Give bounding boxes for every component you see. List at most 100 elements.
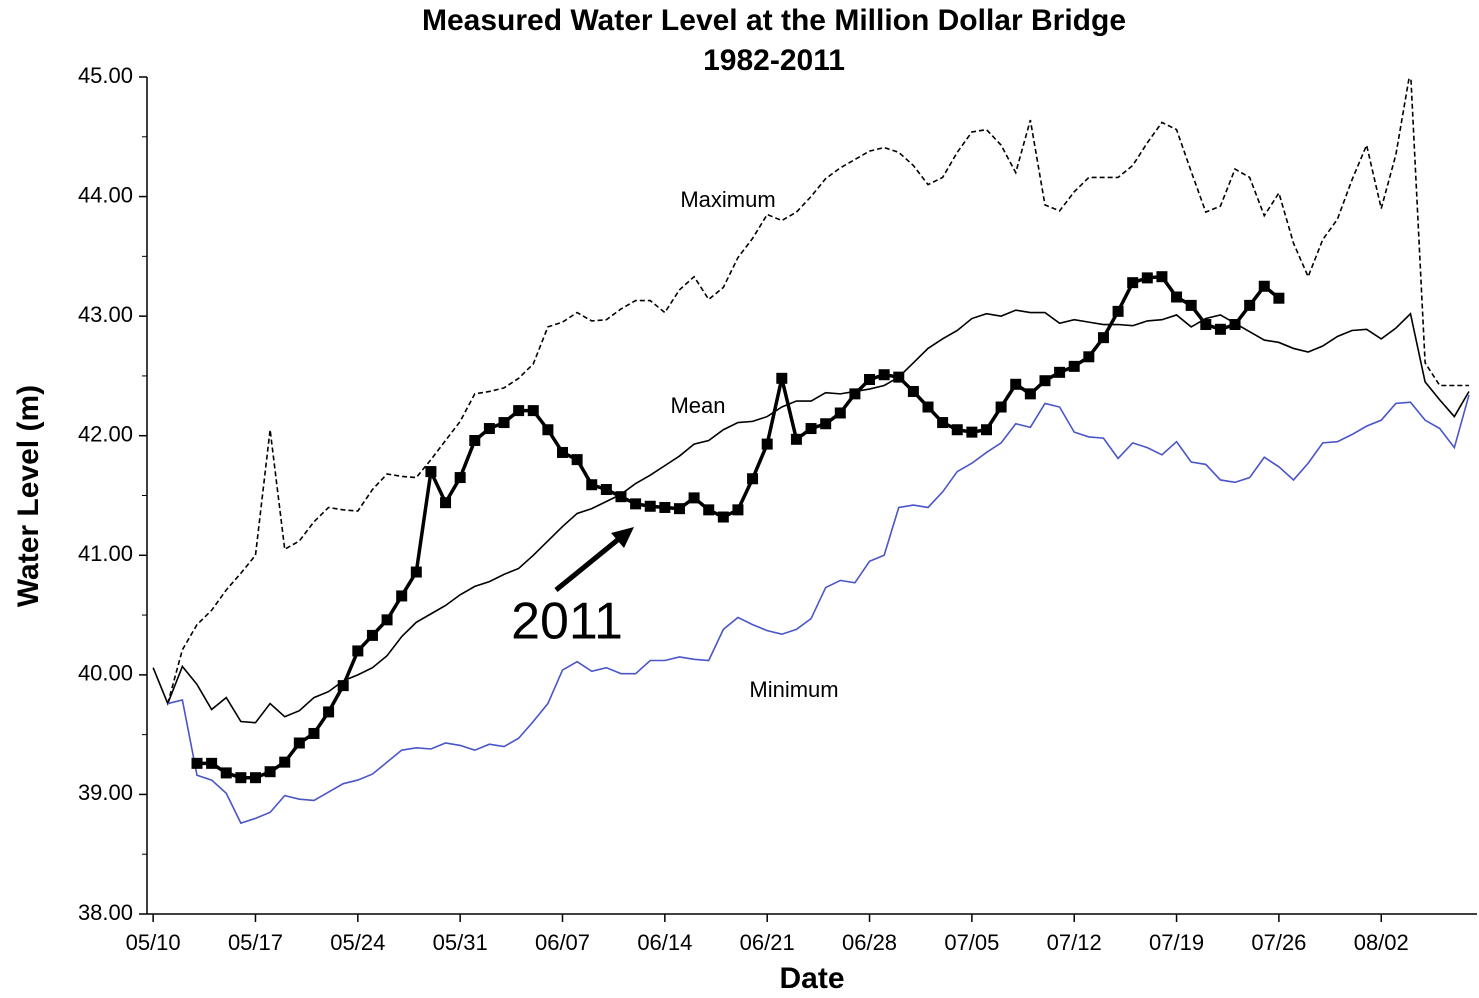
marker — [1214, 323, 1226, 335]
marker — [220, 767, 232, 779]
x-tick-label: 05/24 — [330, 930, 385, 955]
annotation: Maximum — [680, 187, 775, 212]
marker — [1273, 292, 1285, 304]
marker — [410, 566, 422, 578]
marker — [849, 388, 861, 400]
x-tick-label: 06/28 — [842, 930, 897, 955]
y-tick-label: 45.00 — [78, 63, 133, 88]
marker — [951, 424, 963, 436]
marker — [571, 454, 583, 466]
marker — [396, 590, 408, 602]
marker — [717, 511, 729, 523]
marker — [337, 680, 349, 692]
marker — [1039, 375, 1051, 387]
marker — [805, 423, 817, 435]
marker — [732, 504, 744, 516]
arrow-head — [611, 527, 634, 548]
marker — [864, 374, 876, 386]
marker — [1083, 351, 1095, 363]
marker — [688, 492, 700, 504]
x-tick-label: 05/17 — [228, 930, 283, 955]
marker — [381, 614, 393, 626]
marker — [191, 757, 203, 769]
marker — [249, 772, 261, 784]
x-axis-title: Date — [779, 962, 844, 995]
marker — [703, 504, 715, 516]
series-line — [152, 309, 1470, 724]
series-line — [166, 77, 1469, 704]
marker — [615, 491, 627, 503]
marker — [995, 401, 1007, 413]
y-tick-label: 39.00 — [78, 780, 133, 805]
marker — [323, 706, 335, 718]
x-tick-label: 07/12 — [1047, 930, 1102, 955]
x-tick-label: 08/02 — [1354, 930, 1409, 955]
x-tick-label: 06/14 — [637, 930, 692, 955]
y-axis-title: Water Level (m) — [12, 385, 45, 607]
marker — [907, 385, 919, 397]
marker — [1024, 388, 1036, 400]
chart-title: Measured Water Level at the Million Doll… — [422, 4, 1126, 37]
x-tick-label: 06/07 — [535, 930, 590, 955]
marker — [586, 479, 598, 491]
annotation: Mean — [670, 393, 725, 418]
marker — [1054, 366, 1066, 378]
marker — [834, 407, 846, 419]
marker — [776, 372, 788, 384]
x-tick-label: 05/31 — [433, 930, 488, 955]
marker — [790, 433, 802, 445]
annotation: 2011 — [511, 593, 623, 651]
x-tick-label: 07/05 — [944, 930, 999, 955]
marker — [1258, 280, 1270, 292]
y-tick-label: 43.00 — [78, 302, 133, 327]
marker — [293, 737, 305, 749]
marker — [483, 423, 495, 435]
series-line — [197, 274, 1281, 780]
marker — [1097, 332, 1109, 344]
marker — [527, 405, 539, 417]
marker — [1156, 271, 1168, 283]
marker — [673, 503, 685, 515]
marker — [966, 426, 978, 438]
marker — [440, 497, 452, 509]
marker — [1200, 319, 1212, 331]
marker — [878, 369, 890, 381]
marker — [498, 417, 510, 429]
marker — [279, 756, 291, 768]
marker — [557, 446, 569, 458]
marker — [454, 472, 466, 484]
marker — [352, 645, 364, 657]
marker — [937, 417, 949, 429]
marker — [1185, 299, 1197, 311]
y-tick-label: 42.00 — [78, 422, 133, 447]
x-tick-label: 05/10 — [126, 930, 181, 955]
marker — [1141, 272, 1153, 284]
marker — [1171, 291, 1183, 303]
marker — [747, 473, 759, 485]
marker — [1010, 378, 1022, 390]
marker — [1112, 305, 1124, 317]
marker — [630, 498, 642, 510]
series-line — [167, 394, 1470, 825]
marker — [644, 500, 656, 512]
marker — [659, 501, 671, 513]
y-tick-label: 41.00 — [78, 541, 133, 566]
y-tick-label: 44.00 — [78, 182, 133, 207]
y-tick-label: 38.00 — [78, 900, 133, 925]
marker — [235, 772, 247, 784]
marker — [206, 757, 218, 769]
marker — [600, 484, 612, 496]
marker — [1068, 360, 1080, 372]
marker — [264, 766, 276, 778]
marker — [542, 424, 554, 436]
marker — [922, 401, 934, 413]
marker — [1244, 299, 1256, 311]
arrow-shaft — [554, 536, 622, 592]
annotation: Minimum — [749, 677, 838, 702]
marker — [469, 434, 481, 446]
marker — [761, 438, 773, 450]
chart-subtitle: 1982-2011 — [703, 44, 845, 77]
marker — [425, 466, 437, 478]
x-tick-label: 07/19 — [1149, 930, 1204, 955]
